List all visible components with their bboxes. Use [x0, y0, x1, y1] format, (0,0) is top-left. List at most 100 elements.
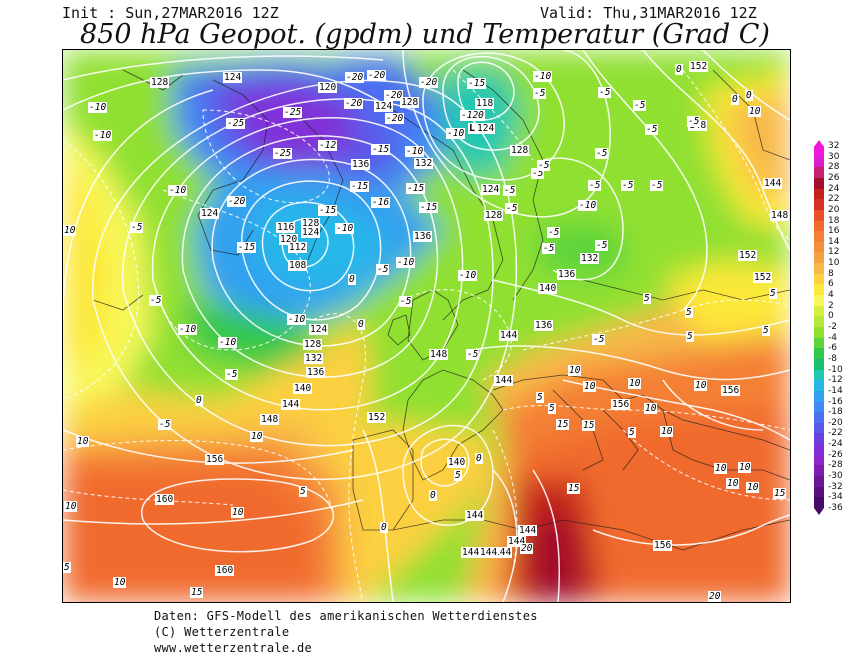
- legend-swatch: [814, 476, 824, 488]
- geopotential-label: 128: [301, 218, 321, 229]
- temperature-label: 0: [348, 274, 356, 285]
- legend-tick: -32: [828, 481, 843, 492]
- temperature-label: -5: [376, 264, 390, 275]
- legend-swatch: [814, 380, 824, 392]
- geopotential-label: 128: [400, 97, 420, 108]
- legend-swatch: [814, 316, 824, 328]
- temperature-label: -20: [385, 113, 405, 124]
- temperature-label: -5: [537, 160, 551, 171]
- temperature-label: -10: [178, 324, 198, 335]
- geopotential-label: 128: [303, 339, 323, 350]
- valid-time: Valid: Thu,31MAR2016 12Z: [540, 4, 757, 22]
- temperature-label: -10: [168, 185, 188, 196]
- temperature-label: 10: [628, 378, 642, 389]
- temperature-color-legend: [814, 146, 824, 509]
- temperature-label: -10: [88, 102, 108, 113]
- temperature-label: -10: [446, 128, 466, 139]
- geopotential-label: 144: [763, 178, 783, 189]
- temperature-label: -20: [345, 72, 365, 83]
- legend-tick: 16: [828, 226, 840, 237]
- legend-swatch: [814, 497, 824, 509]
- geopotential-label: 144: [493, 547, 513, 558]
- footer-website: www.wetterzentrale.de: [154, 641, 313, 655]
- temperature-label: -15: [237, 242, 257, 253]
- geopotential-label: 132: [304, 353, 324, 364]
- temperature-label: 5: [769, 288, 777, 299]
- geopotential-label: 144: [507, 536, 527, 547]
- temperature-label: 10: [748, 106, 762, 117]
- geopotential-label: 136: [351, 159, 371, 170]
- geopotential-label: 144: [518, 525, 538, 536]
- temperature-label: 5: [762, 325, 770, 336]
- geopotential-label: 132: [414, 158, 434, 169]
- legend-tick: 2: [828, 300, 834, 311]
- legend-tick: -2: [828, 322, 837, 332]
- temperature-label: -25: [226, 118, 246, 129]
- legend-tick: 0: [828, 311, 834, 322]
- legend-tick: 30: [828, 151, 840, 162]
- temperature-label: -5: [598, 87, 612, 98]
- temperature-label: 5: [536, 392, 544, 403]
- legend-swatch: [814, 337, 824, 349]
- map-title: 850 hPa Geopot. (gpdm) und Temperatur (G…: [80, 19, 770, 50]
- geopotential-label: 140: [447, 457, 467, 468]
- geopotential-label: 120: [318, 82, 338, 93]
- geopotential-label: 128: [150, 77, 170, 88]
- legend-tick: -12: [828, 375, 843, 386]
- temperature-label: -5: [533, 88, 547, 99]
- legend-tick: 12: [828, 247, 840, 258]
- temperature-label: -10: [405, 146, 425, 157]
- legend-swatch: [814, 231, 824, 243]
- temperature-label: -20: [367, 70, 387, 81]
- temperature-label: 10: [63, 225, 77, 236]
- legend-swatch: [814, 422, 824, 434]
- temperature-label: -5: [542, 243, 556, 254]
- legend-tick: 32: [828, 141, 840, 151]
- legend-swatch: [814, 444, 824, 456]
- temperature-label: 5: [454, 470, 462, 481]
- temperature-label: 10: [644, 403, 658, 414]
- legend-swatch: [814, 188, 824, 200]
- temperature-label: -5: [650, 180, 664, 191]
- legend-swatch: [814, 220, 824, 232]
- geopotential-label: 136: [306, 367, 326, 378]
- temperature-label: 5: [685, 307, 693, 318]
- legend-tick: -8: [828, 353, 837, 364]
- geopotential-label: 156: [653, 540, 673, 551]
- legend-swatch: [814, 401, 824, 413]
- geopotential-label: 160: [215, 565, 235, 576]
- legend-swatch: [814, 146, 824, 158]
- temperature-label: -5: [645, 124, 659, 135]
- legend-swatch: [814, 433, 824, 445]
- geopotential-label: 148: [260, 414, 280, 425]
- temperature-label: 10: [738, 462, 752, 473]
- temperature-label: -10: [287, 314, 307, 325]
- legend-swatch: [814, 295, 824, 307]
- temperature-label: 0: [731, 94, 739, 105]
- temperature-label: -10: [335, 223, 355, 234]
- geopotential-contours: [63, 50, 790, 602]
- temperature-label: -5: [595, 240, 609, 251]
- footer-data-source: Daten: GFS-Modell des amerikanischen Wet…: [154, 609, 538, 623]
- legend-swatch: [814, 273, 824, 285]
- legend-tick: -14: [828, 385, 843, 396]
- geopotential-label: 124: [374, 101, 394, 112]
- geopotential-label: 128: [510, 145, 530, 156]
- temperature-label: -25: [273, 148, 293, 159]
- geopotential-label: 116: [276, 222, 296, 233]
- temperature-label: -5: [399, 296, 413, 307]
- temperature-label: -5: [505, 203, 519, 214]
- temperature-label: -15: [350, 181, 370, 192]
- temperature-label: -10: [458, 270, 478, 281]
- temperature-label: 5: [686, 331, 694, 342]
- legend-swatch: [814, 199, 824, 211]
- temperature-label: -5: [466, 349, 480, 360]
- temperature-label: -5: [588, 180, 602, 191]
- temperature-label: 10: [746, 482, 760, 493]
- temperature-label: 0: [195, 395, 203, 406]
- temperature-label: -15: [371, 144, 391, 155]
- temperature-label: -5: [130, 222, 144, 233]
- geopotential-label: 124: [476, 123, 496, 134]
- temperature-label: 10: [113, 577, 127, 588]
- legend-swatch: [814, 241, 824, 253]
